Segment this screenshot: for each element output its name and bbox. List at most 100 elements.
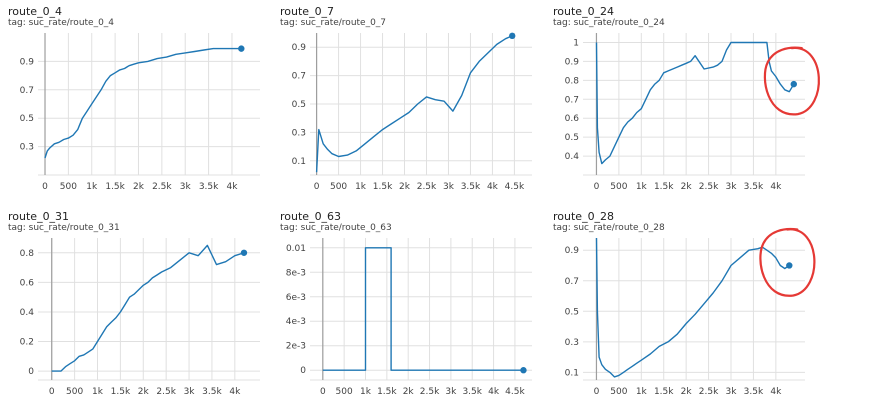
series-end-point — [240, 249, 248, 256]
x-tick-label: 4k — [229, 387, 241, 397]
y-tick-label: 0.9 — [292, 43, 307, 53]
series-line — [595, 41, 795, 165]
series-line — [595, 237, 790, 378]
x-tick-label: 4k — [487, 182, 499, 192]
x-tick-label: 2k — [138, 387, 150, 397]
y-tick-label: 2e-3 — [286, 342, 306, 352]
y-tick-label: 0.6 — [565, 114, 580, 124]
y-tick-label: 0.8 — [20, 249, 35, 259]
chart-panel-route-0-4: route_0_4 tag: suc_rate/route_0_4 0.3 0.5… — [8, 5, 270, 205]
x-tick-label: 1.5k — [105, 182, 125, 192]
series-line — [51, 244, 245, 372]
x-tick-label: 3.5k — [744, 182, 764, 192]
x-tick-label: 2.5k — [699, 387, 719, 397]
x-tick-label: 500 — [610, 387, 627, 397]
x-tick-label: 2k — [133, 182, 145, 192]
x-tick-label: 2.5k — [417, 182, 437, 192]
chart-title: route_0_7 — [280, 5, 335, 18]
x-tick-label: 0 — [314, 182, 320, 192]
y-tick-label: 0.4 — [20, 308, 35, 318]
y-tick-label: 0.5 — [20, 114, 34, 124]
chart-svg: 0.4 0.5 0.6 0.7 0.8 0.9 1 0 500 1k 1.5k 2k 2.5k 3k 3.5… — [565, 33, 820, 192]
y-tick-label: 0.1 — [565, 368, 579, 378]
annotation-circle — [759, 227, 816, 297]
x-tick-label: 1.5k — [654, 387, 674, 397]
x-tick-label: 2.5k — [699, 182, 719, 192]
y-tick-label: 0.5 — [565, 307, 579, 317]
series-line — [322, 247, 524, 371]
chart-svg: 0 0.2 0.4 0.6 0.8 0 500 1k 1.5k 2k 2.5k 3k 3.5k 4k — [20, 238, 260, 397]
y-tick-label: 0.7 — [565, 95, 579, 105]
y-tick-label: 0.9 — [20, 57, 35, 67]
x-tick-label: 1.5k — [111, 387, 131, 397]
y-tick-label: 0.3 — [292, 128, 306, 138]
x-tick-label: 0 — [594, 387, 600, 397]
x-tick-label: 2k — [681, 182, 693, 192]
y-tick-label: 0.3 — [20, 143, 34, 153]
y-tick-label: 8e-3 — [286, 268, 306, 278]
y-tick-label: 0.1 — [292, 157, 306, 167]
y-tick-label: 1 — [573, 38, 579, 48]
series-end-point — [238, 45, 245, 52]
x-tick-label: 4.5k — [505, 387, 525, 397]
x-tick-label: 0 — [42, 182, 48, 192]
x-tick-label: 2k — [403, 387, 415, 397]
series-end-point — [786, 262, 793, 269]
x-tick-label: 500 — [60, 182, 77, 192]
chart-title: route_0_31 — [8, 210, 70, 223]
x-tick-label: 3k — [180, 182, 192, 192]
chart-tag: tag: suc_rate/route_0_4 — [8, 18, 115, 28]
chart-tag: tag: suc_rate/route_0_24 — [553, 18, 665, 28]
x-tick-label: 500 — [610, 182, 627, 192]
x-tick-label: 500 — [330, 182, 347, 192]
chart-svg: 0.1 0.3 0.5 0.7 0.9 0 500 1k 1.5k 2k 2.5k 3k 3.5k 4k 4… — [292, 32, 532, 192]
y-tick-label: 6e-3 — [286, 293, 306, 303]
x-tick-label: 3k — [445, 387, 457, 397]
x-tick-label: 3k — [726, 387, 738, 397]
annotation-circle — [763, 46, 820, 116]
x-tick-label: 2k — [399, 182, 411, 192]
x-tick-label: 3.5k — [744, 387, 764, 397]
y-tick-label: 0.7 — [292, 72, 306, 82]
chart-svg: 0.3 0.5 0.7 0.9 0 500 1k 1.5k 2k 2.5k 3k 3.5k 4k — [20, 33, 260, 192]
y-tick-label: 0 — [300, 366, 306, 376]
x-tick-label: 1.5k — [377, 387, 397, 397]
x-tick-label: 4k — [226, 182, 238, 192]
x-tick-label: 0 — [49, 387, 55, 397]
chart-tag: tag: suc_rate/route_0_63 — [280, 223, 392, 233]
x-tick-label: 500 — [336, 387, 353, 397]
chart-panel-route-0-28: route_0_28 tag: suc_rate/route_0_28 0.1 0… — [553, 210, 816, 410]
x-tick-label: 1.5k — [373, 182, 393, 192]
series-end-point — [520, 367, 527, 374]
chart-title: route_0_28 — [553, 210, 615, 223]
chart-title: route_0_24 — [553, 5, 615, 18]
x-tick-label: 1k — [360, 387, 372, 397]
y-tick-label: 0.3 — [565, 338, 579, 348]
y-tick-label: 0.5 — [565, 133, 579, 143]
x-tick-label: 3k — [443, 182, 455, 192]
x-tick-label: 1.5k — [654, 182, 674, 192]
chart-panel-route-0-24: route_0_24 tag: suc_rate/route_0_24 0.4 0… — [553, 5, 820, 205]
x-tick-label: 4k — [488, 387, 500, 397]
chart-svg: 0.1 0.3 0.5 0.7 0.9 0 500 1k 1.5k 2k 2.5k 3k 3.5k 4k — [565, 227, 816, 397]
series-line — [44, 47, 242, 159]
chart-tag: tag: suc_rate/route_0_31 — [8, 223, 120, 233]
y-tick-label: 0.7 — [20, 86, 34, 96]
x-tick-label: 3.5k — [461, 182, 481, 192]
chart-tag: tag: suc_rate/route_0_28 — [553, 223, 665, 233]
x-tick-label: 4k — [770, 387, 782, 397]
x-tick-label: 3.5k — [202, 387, 222, 397]
chart-svg: 0 2e-3 4e-3 6e-3 8e-3 0.01 0 500 1k 1.5k 2k 2.5k 3k 3… — [286, 238, 532, 397]
x-tick-label: 2k — [681, 387, 693, 397]
x-tick-label: 2.5k — [152, 182, 172, 192]
x-tick-label: 3.5k — [199, 182, 219, 192]
y-tick-label: 0.2 — [20, 338, 34, 348]
series-end-point — [509, 32, 516, 40]
y-tick-label: 0.7 — [565, 277, 579, 287]
x-tick-label: 1k — [92, 387, 104, 397]
chart-title: route_0_4 — [8, 5, 63, 18]
chart-title: route_0_63 — [280, 210, 342, 223]
y-tick-label: 0.01 — [286, 244, 306, 254]
x-tick-label: 4.5k — [505, 182, 525, 192]
x-tick-label: 1k — [636, 182, 648, 192]
